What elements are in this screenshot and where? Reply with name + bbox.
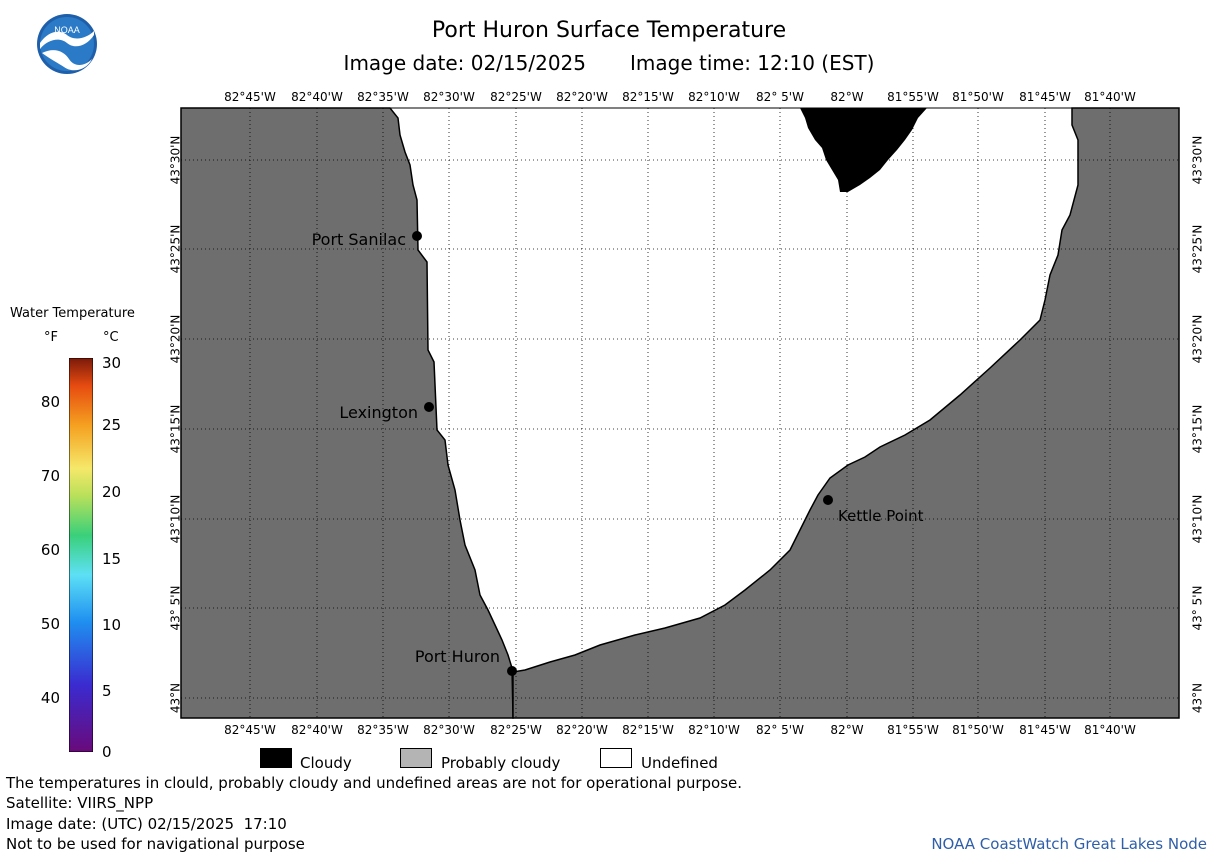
port-huron-marker [507, 666, 517, 676]
kettle-point-marker [823, 495, 833, 505]
cloudy-area [800, 108, 927, 192]
latitude-label: 43°30'N [169, 136, 183, 185]
place-label-lexington: Lexington [339, 403, 418, 422]
latitude-label: 43°10'N [169, 495, 183, 544]
longitude-label: 82°30'W [423, 90, 475, 104]
fahrenheit-tick: 70 [40, 467, 60, 485]
longitude-label: 82°40'W [291, 723, 343, 737]
fahrenheit-tick: 80 [40, 393, 60, 411]
temperature-colorbar [69, 358, 93, 752]
latitude-label: 43° 5'N [169, 586, 183, 631]
longitude-label: 82°40'W [291, 90, 343, 104]
longitude-label: 82°45'W [224, 90, 276, 104]
footer-utc-date: Image date: (UTC) 02/15/2025 17:10 [6, 815, 287, 833]
place-label-port-huron: Port Huron [415, 647, 500, 666]
longitude-label: 82°10'W [688, 90, 740, 104]
latitude-label: 43° 5'N [1191, 586, 1205, 631]
longitude-label: 82° 5'W [756, 723, 804, 737]
footer-navigation-warning: Not to be used for navigational purpose [6, 835, 305, 853]
fahrenheit-tick: 60 [40, 541, 60, 559]
place-label-kettle-point: Kettle Point [838, 507, 924, 525]
cloudy-swatch [260, 748, 292, 768]
longitude-label: 82°10'W [688, 723, 740, 737]
lat-lon-grid [181, 108, 1179, 718]
celsius-tick: 0 [102, 743, 112, 761]
map-frame [180, 107, 1180, 719]
logo-text: NOAA [54, 25, 80, 35]
latitude-label: 43°N [169, 683, 183, 713]
probably-cloudy-swatch [400, 748, 432, 768]
longitude-label: 82°15'W [622, 723, 674, 737]
unit-fahrenheit: °F [44, 330, 58, 345]
longitude-label: 81°45'W [1019, 723, 1071, 737]
map-title: Port Huron Surface Temperature [431, 18, 787, 43]
longitude-label: 82° 5'W [756, 90, 804, 104]
longitude-label: 82°35'W [357, 90, 409, 104]
longitude-label: 81°40'W [1084, 90, 1136, 104]
place-label-port-sanilac: Port Sanilac [312, 230, 406, 249]
celsius-tick: 15 [102, 550, 122, 568]
port-sanilac-marker [412, 231, 422, 241]
ontario-land [512, 107, 1180, 719]
undefined-label: Undefined [641, 754, 718, 772]
longitude-label: 82°20'W [556, 90, 608, 104]
image-datetime: Image date: 02/15/2025 Image time: 12:10 … [0, 51, 1218, 75]
latitude-label: 43°30'N [1191, 136, 1205, 185]
celsius-tick: 20 [102, 483, 122, 501]
undefined-swatch [600, 748, 632, 768]
celsius-tick: 30 [102, 354, 122, 372]
longitude-label: 81°40'W [1084, 723, 1136, 737]
michigan-land [180, 107, 514, 719]
image-date: Image date: 02/15/2025 [343, 51, 587, 75]
longitude-label: 82°25'W [490, 723, 542, 737]
celsius-tick: 10 [102, 616, 122, 634]
longitude-label: 81°45'W [1019, 90, 1071, 104]
axis-labels: 82°45'W 82°45'W 82°40'W 82°40'W 82°35'W 82°35… [169, 90, 1205, 737]
longitude-label: 82°20'W [556, 723, 608, 737]
latitude-label: 43°25'N [169, 225, 183, 274]
latitude-label: 43°N [1191, 683, 1205, 713]
fahrenheit-tick: 50 [40, 615, 60, 633]
unit-celsius: °C [103, 330, 119, 345]
longitude-label: 82°35'W [357, 723, 409, 737]
legend-title: Water Temperature [10, 306, 135, 321]
latitude-label: 43°25'N [1191, 225, 1205, 274]
longitude-label: 81°50'W [952, 90, 1004, 104]
longitude-label: 82°W [830, 723, 863, 737]
latitude-label: 43°20'N [169, 315, 183, 364]
cloudy-label: Cloudy [300, 754, 352, 772]
latitude-label: 43°15'N [169, 405, 183, 454]
fahrenheit-tick: 40 [40, 689, 60, 707]
longitude-label: 82°45'W [224, 723, 276, 737]
celsius-tick: 5 [102, 682, 112, 700]
credit-link[interactable]: NOAA CoastWatch Great Lakes Node [931, 835, 1207, 853]
lexington-marker [424, 402, 434, 412]
latitude-label: 43°20'N [1191, 315, 1205, 364]
longitude-label: 81°50'W [952, 723, 1004, 737]
longitude-label: 82°25'W [490, 90, 542, 104]
latitude-label: 43°15'N [1191, 405, 1205, 454]
celsius-tick: 25 [102, 416, 122, 434]
footer-disclaimer: The temperatures in clould, probably clo… [6, 774, 743, 792]
longitude-label: 81°55'W [887, 723, 939, 737]
footer-satellite: Satellite: VIIRS_NPP [6, 794, 154, 812]
probably-cloudy-label: Probably cloudy [441, 754, 561, 772]
noaa-logo-icon: NOAA [37, 14, 97, 74]
longitude-label: 81°55'W [887, 90, 939, 104]
image-time: Image time: 12:10 (EST) [630, 51, 875, 75]
longitude-label: 82°W [830, 90, 863, 104]
longitude-label: 82°30'W [423, 723, 475, 737]
longitude-label: 82°15'W [622, 90, 674, 104]
latitude-label: 43°10'N [1191, 495, 1205, 544]
